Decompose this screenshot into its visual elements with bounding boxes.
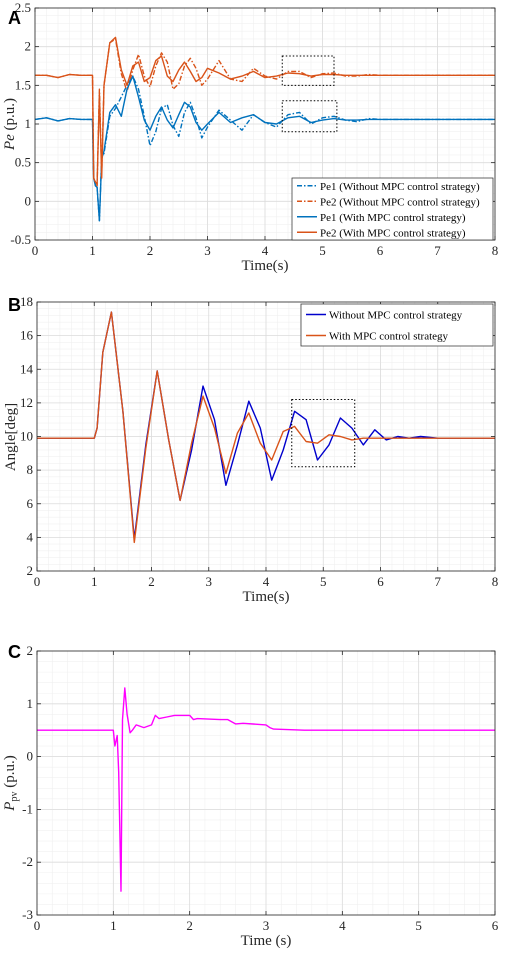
x-tick-label: 4: [263, 574, 270, 589]
chart-panel-b: 0 1 2 3 4 5 6 7 824681012141618Time(s)Angle[deg]…: [3, 294, 498, 605]
x-tick-label: 2: [186, 918, 193, 933]
x-tick-label: 3: [263, 918, 270, 933]
y-tick-label: 1.5: [15, 77, 31, 92]
legend-label-4: Pe2 (With MPC control strategy): [320, 227, 466, 239]
zoom-box: [291, 399, 356, 468]
y-tick-label: -1: [22, 801, 33, 816]
x-axis-label: Time(s): [243, 589, 290, 605]
y-tick-label: 10: [20, 429, 33, 444]
x-tick-label: 0: [32, 243, 39, 258]
legend-label-1: Without MPC control strategy: [329, 310, 463, 322]
y-tick-label: -2: [22, 854, 33, 869]
y-axis-label-unit: (p.u.): [2, 755, 18, 791]
x-axis-label: Time (s): [241, 933, 292, 949]
series-line-1: [37, 687, 495, 892]
chart-panel-c: 0 1 2 3 4 5 6 -3 -2 -1 0 1 2 Time (s) Ppv (p.u.) C: [2, 642, 499, 949]
y-axis-label-main: Pe: [2, 134, 18, 151]
series-line-3: [34, 75, 495, 222]
y-tick-label: 0: [27, 749, 34, 764]
x-tick-label: 7: [435, 574, 442, 589]
y-tick-label: 4: [27, 529, 34, 544]
y-axis-label: Angle[deg]: [3, 403, 19, 471]
x-tick-label: 4: [339, 918, 346, 933]
x-tick-label: 5: [320, 574, 327, 589]
series-line-2: [35, 38, 495, 187]
y-tick-label: 2: [27, 643, 34, 658]
x-tick-label: 2: [147, 243, 154, 258]
y-tick-label: 2: [27, 563, 34, 578]
zoom-box: [281, 55, 335, 86]
y-tick-label: 0.5: [15, 155, 31, 170]
y-axis-label-main: P: [2, 802, 18, 812]
panel-letter: A: [8, 8, 21, 28]
x-tick-label: 6: [492, 918, 499, 933]
x-axis-label: Time(s): [242, 258, 289, 274]
y-axis-label: Ppv (p.u.): [2, 755, 20, 811]
y-tick-label: 1: [27, 696, 34, 711]
y-tick-label: -3: [22, 907, 33, 922]
legend-box: [300, 303, 494, 347]
x-tick-label: 5: [415, 918, 422, 933]
panel-letter: B: [8, 295, 21, 315]
x-tick-label: 7: [434, 243, 441, 258]
x-tick-label: 3: [206, 574, 213, 589]
y-tick-label: 16: [20, 328, 34, 343]
x-tick-label: 0: [34, 918, 41, 933]
y-tick-label: 8: [27, 462, 34, 477]
y-tick-label: 2.5: [15, 0, 31, 15]
x-tick-label: 6: [377, 574, 384, 589]
panel-letter: C: [8, 642, 21, 662]
x-tick-label: 4: [262, 243, 269, 258]
x-tick-label: 6: [377, 243, 384, 258]
y-tick-label: 18: [20, 294, 33, 309]
x-tick-label: 8: [492, 243, 499, 258]
y-axis-label: Pe (p.u.): [2, 98, 18, 151]
y-tick-label: 12: [20, 395, 33, 410]
legend-label-3: Pe1 (With MPC control strategy): [320, 212, 466, 224]
legend-label-2: Pe2 (Without MPC control strategy): [320, 196, 480, 208]
x-tick-label: 1: [89, 243, 96, 258]
y-tick-label: 1: [25, 116, 32, 131]
x-tick-label: 1: [91, 574, 98, 589]
zoom-box: [281, 100, 338, 133]
y-tick-label: 6: [27, 496, 34, 511]
x-tick-label: 3: [204, 243, 211, 258]
x-tick-label: 2: [148, 574, 155, 589]
legend-label-1: Pe1 (Without MPC control strategy): [320, 181, 480, 193]
y-tick-label: 2: [25, 39, 32, 54]
series-line-2: [37, 311, 495, 544]
legend-label-2: With MPC control strategy: [329, 331, 449, 343]
y-tick-label: 14: [20, 361, 34, 376]
y-tick-label: -0.5: [10, 232, 31, 247]
y-axis-label-unit: (p.u.): [2, 98, 18, 134]
x-tick-label: 0: [34, 574, 41, 589]
x-tick-label: 8: [492, 574, 499, 589]
legend-box: [291, 177, 494, 241]
y-tick-label: 0: [25, 193, 32, 208]
x-tick-label: 5: [319, 243, 326, 258]
x-tick-label: 1: [110, 918, 117, 933]
y-axis-label-sub: pv: [9, 792, 20, 802]
